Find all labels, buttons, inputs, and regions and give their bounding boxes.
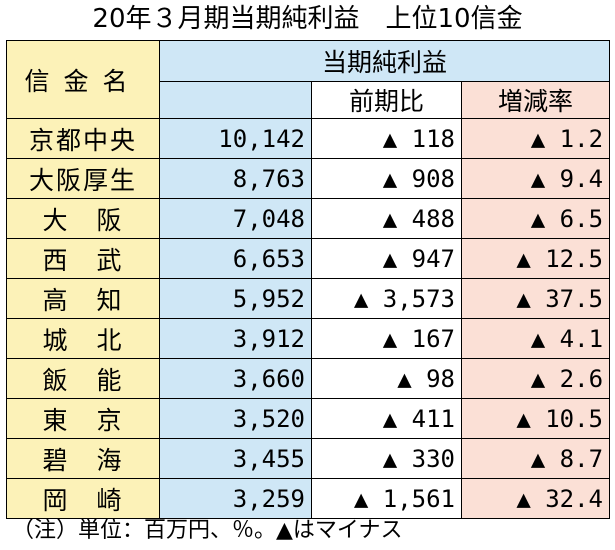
table-row: 大 阪 7,048 ▲ 488 ▲ 6.5: [6, 198, 611, 239]
header-prev-ratio: 前期比: [311, 81, 462, 119]
table-row: 高 知 5,952 ▲ 3,573 ▲ 37.5: [6, 278, 611, 319]
table-title: 20年３月期当期純利益 上位10信金: [92, 4, 523, 34]
net-profit-cell: 3,259: [159, 478, 312, 519]
growth-rate-cell: ▲ 4.1: [460, 318, 611, 359]
prev-ratio-cell: ▲ 411: [311, 398, 462, 439]
prev-ratio-cell: ▲ 98: [311, 358, 462, 399]
header-profit-value-blank: [159, 81, 312, 119]
table-row: 城 北 3,912 ▲ 167 ▲ 4.1: [6, 318, 611, 359]
growth-rate-cell: ▲ 10.5: [460, 398, 611, 439]
growth-rate-cell: ▲ 1.2: [460, 118, 611, 159]
prev-ratio-cell: ▲ 3,573: [311, 278, 462, 319]
bank-name-cell: 城 北: [6, 318, 160, 359]
net-profit-cell: 3,912: [159, 318, 312, 359]
growth-rate-cell: ▲ 37.5: [460, 278, 611, 319]
net-profit-cell: 3,455: [159, 438, 312, 479]
bank-name-cell: 碧 海: [6, 438, 160, 479]
prev-ratio-cell: ▲ 167: [311, 318, 462, 359]
header-net-profit: 当期純利益: [158, 40, 611, 82]
bank-name-cell: 大阪厚生: [6, 158, 160, 199]
growth-rate-cell: ▲ 32.4: [460, 478, 611, 519]
bank-name-cell: 高 知: [6, 278, 160, 319]
table-row: 岡 崎 3,259 ▲ 1,561 ▲ 32.4: [6, 478, 611, 519]
table-row: 飯 能 3,660 ▲ 98 ▲ 2.6: [6, 358, 611, 399]
bank-name-cell: 大 阪: [6, 198, 160, 239]
prev-ratio-cell: ▲ 118: [311, 118, 462, 159]
net-profit-cell: 3,660: [159, 358, 312, 399]
bank-name-cell: 東 京: [6, 398, 160, 439]
net-profit-cell: 5,952: [159, 278, 312, 319]
net-profit-cell: 6,653: [159, 238, 312, 279]
prev-ratio-cell: ▲ 330: [311, 438, 462, 479]
growth-rate-cell: ▲ 8.7: [460, 438, 611, 479]
prev-ratio-cell: ▲ 947: [311, 238, 462, 279]
prev-ratio-cell: ▲ 488: [311, 198, 462, 239]
bank-name-cell: 岡 崎: [6, 478, 160, 519]
table-row: 東 京 3,520 ▲ 411 ▲ 10.5: [6, 398, 611, 439]
net-profit-cell: 7,048: [159, 198, 312, 239]
header-growth-rate: 増減率: [460, 81, 611, 119]
net-profit-cell: 3,520: [159, 398, 312, 439]
table-row: 碧 海 3,455 ▲ 330 ▲ 8.7: [6, 438, 611, 479]
net-profit-cell: 10,142: [159, 118, 312, 159]
growth-rate-cell: ▲ 2.6: [460, 358, 611, 399]
growth-rate-cell: ▲ 9.4: [460, 158, 611, 199]
growth-rate-cell: ▲ 12.5: [460, 238, 611, 279]
prev-ratio-cell: ▲ 1,561: [311, 478, 462, 519]
header-bank-name: 信金名: [6, 40, 160, 119]
table-row: 西 武 6,653 ▲ 947 ▲ 12.5: [6, 238, 611, 279]
table-row: 京都中央 10,142 ▲ 118 ▲ 1.2: [6, 118, 611, 159]
table-row: 大阪厚生 8,763 ▲ 908 ▲ 9.4: [6, 158, 611, 199]
ranking-table: 信金名 当期純利益 前期比 増減率 京都中央 10,142 ▲ 118 ▲ 1.…: [6, 40, 611, 519]
bank-name-cell: 西 武: [6, 238, 160, 279]
net-profit-cell: 8,763: [159, 158, 312, 199]
bank-name-cell: 飯 能: [6, 358, 160, 399]
growth-rate-cell: ▲ 6.5: [460, 198, 611, 239]
bank-name-cell: 京都中央: [6, 118, 160, 159]
prev-ratio-cell: ▲ 908: [311, 158, 462, 199]
footnote: （注）単位：百万円、％。▲はマイナス: [12, 518, 403, 543]
